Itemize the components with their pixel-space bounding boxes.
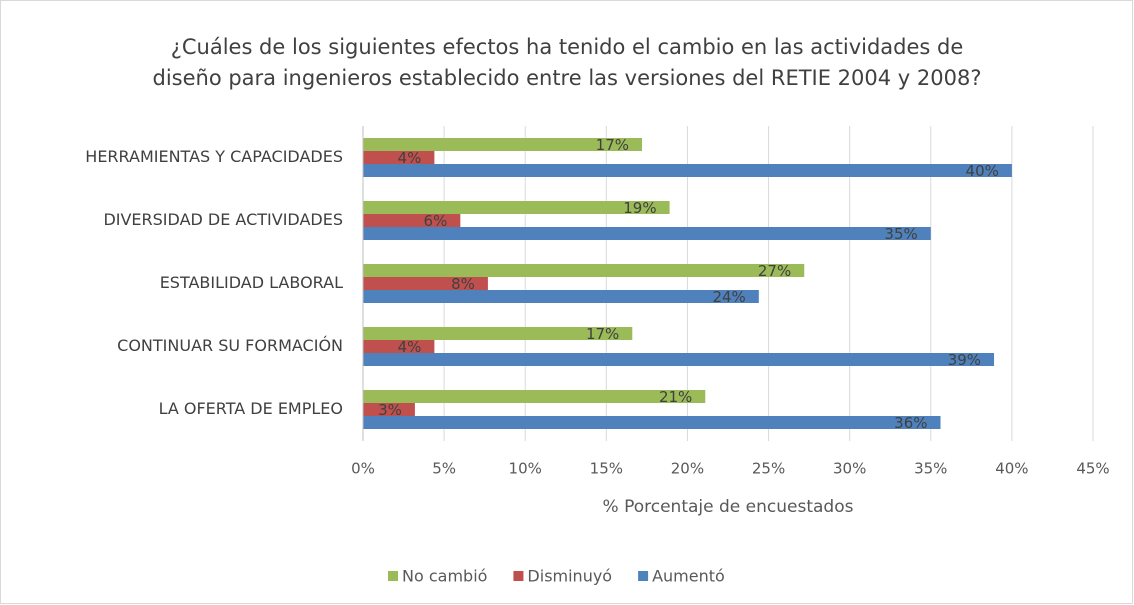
bar xyxy=(363,290,759,303)
legend-swatch xyxy=(638,571,649,581)
data-label: 4% xyxy=(398,149,422,167)
x-tick-label: 15% xyxy=(590,460,623,478)
bar xyxy=(363,201,670,214)
bar xyxy=(363,340,435,353)
legend-label: Aumentó xyxy=(652,567,725,586)
bar xyxy=(363,214,461,227)
data-label: 40% xyxy=(966,162,999,180)
y-tick-label: CONTINUAR SU FORMACIÓN xyxy=(117,336,343,355)
data-label: 24% xyxy=(712,288,745,306)
legend-label: Disminuyó xyxy=(527,567,612,586)
bar xyxy=(363,353,995,366)
data-label: 36% xyxy=(894,414,927,432)
data-label: 21% xyxy=(659,388,692,406)
bar xyxy=(363,264,805,277)
chart-title: ¿Cuáles de los siguientes efectos ha ten… xyxy=(171,35,964,59)
x-tick-label: 35% xyxy=(914,460,947,478)
data-label: 39% xyxy=(948,351,981,369)
data-label: 4% xyxy=(398,338,422,356)
data-label: 27% xyxy=(758,262,791,280)
data-label: 3% xyxy=(378,401,402,419)
legend-label: No cambió xyxy=(402,567,487,586)
legend-swatch xyxy=(388,571,398,581)
x-tick-label: 40% xyxy=(995,460,1028,478)
x-axis-title: % Porcentaje de encuestados xyxy=(603,497,854,517)
y-tick-label: DIVERSIDAD DE ACTIVIDADES xyxy=(103,210,343,229)
data-label: 19% xyxy=(623,199,656,217)
data-label: 17% xyxy=(596,136,629,154)
x-tick-label: 0% xyxy=(351,460,375,478)
bar xyxy=(363,151,435,164)
x-tick-label: 10% xyxy=(509,460,542,478)
data-label: 17% xyxy=(586,325,619,343)
y-tick-label: HERRAMIENTAS Y CAPACIDADES xyxy=(85,147,343,166)
x-tick-label: 30% xyxy=(833,460,866,478)
chart-title: diseño para ingenieros establecido entre… xyxy=(152,66,981,90)
bar xyxy=(363,227,931,240)
x-tick-label: 20% xyxy=(671,460,704,478)
bar xyxy=(363,403,415,416)
bar xyxy=(363,277,488,290)
bar xyxy=(363,138,643,151)
legend-swatch xyxy=(513,571,524,581)
y-tick-label: LA OFERTA DE EMPLEO xyxy=(159,399,343,418)
data-label: 8% xyxy=(451,275,475,293)
y-tick-label: ESTABILIDAD LABORAL xyxy=(160,273,343,292)
data-label: 35% xyxy=(884,225,917,243)
x-tick-label: 45% xyxy=(1076,460,1109,478)
bar xyxy=(363,416,941,429)
bar xyxy=(363,327,633,340)
bar xyxy=(363,390,706,403)
x-tick-label: 25% xyxy=(752,460,785,478)
x-tick-label: 5% xyxy=(432,460,456,478)
bar xyxy=(363,164,1012,177)
data-label: 6% xyxy=(424,212,448,230)
